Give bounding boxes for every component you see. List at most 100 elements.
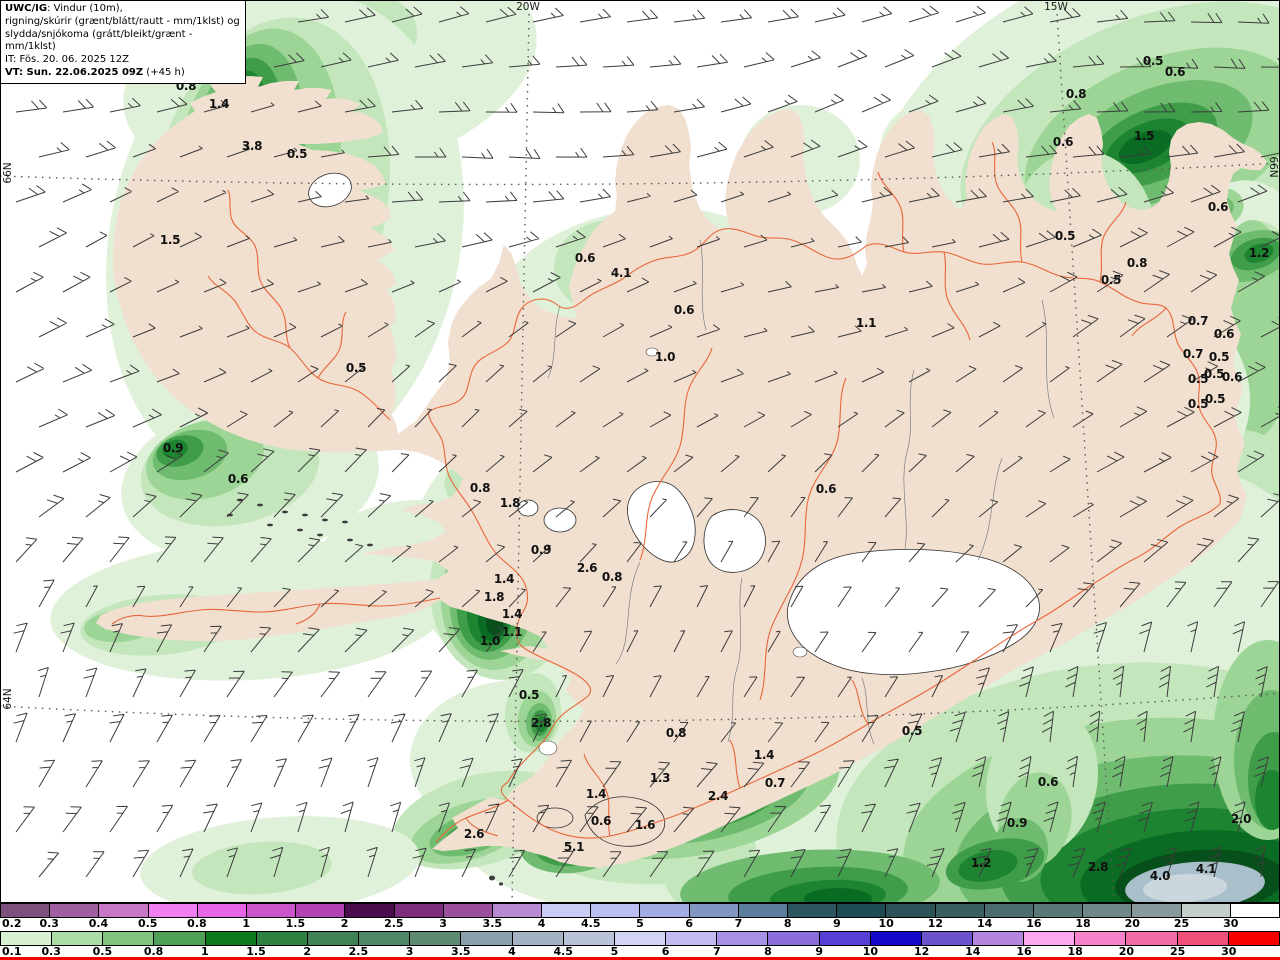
title-line-model: UWC/IG: Vindur (10m), <box>5 3 123 14</box>
legend-tick-label: 8 <box>764 945 772 958</box>
legend-tick-label: 0.3 <box>39 917 59 930</box>
legend-cell <box>492 904 543 917</box>
legend-tick-label: 10 <box>862 945 879 958</box>
legend-cell <box>1177 932 1229 945</box>
lakes <box>538 347 808 756</box>
legend-cell <box>972 932 1025 945</box>
legend-cell <box>819 932 871 945</box>
title-line-valid-time: VT: Sun. 22.06.2025 09Z (+45 h) <box>5 66 185 78</box>
glaciers <box>308 172 1040 847</box>
legend-tick-label: 1.5 <box>246 945 266 958</box>
legend-tick-label: 3 <box>405 945 414 958</box>
legend-tick-label: 5 <box>610 945 619 958</box>
legend-cell <box>870 932 922 945</box>
legend-cell <box>921 932 973 945</box>
legend-cell <box>788 904 838 917</box>
legend-cell <box>0 904 51 917</box>
legend-bar-sleet <box>0 903 1280 918</box>
legend-tick-label: 1 <box>200 945 209 958</box>
legend-cell <box>197 904 247 917</box>
legend-cell <box>563 932 615 945</box>
legend-tick-label: 0.5 <box>92 945 113 958</box>
legend-tick-label: 5 <box>636 917 644 930</box>
legend-cell <box>591 904 641 917</box>
legend-cell <box>154 932 206 945</box>
legend-cell <box>1024 932 1076 945</box>
legend-tick-label: 3.5 <box>482 917 503 930</box>
legend-tick-label: 12 <box>927 917 944 930</box>
iceland-wind-precip-map <box>0 0 1280 903</box>
legend-tick-label: 2.5 <box>384 917 404 930</box>
legend-tick-label: 20 <box>1118 945 1135 958</box>
legend-tick-label: 8 <box>783 917 792 930</box>
legend-cell <box>1132 904 1182 917</box>
legend-cell <box>345 904 395 917</box>
legend-tick-label: 6 <box>685 917 694 930</box>
legend-cell <box>1228 932 1280 945</box>
legend-tick-label: 4.5 <box>553 945 573 958</box>
title-line-init-time: IT: Fös. 20. 06. 2025 12Z <box>5 54 129 66</box>
legend-tick-label: 14 <box>965 945 981 958</box>
title-box: UWC/IG: Vindur (10m), rigning/skúrir (gr… <box>0 0 246 84</box>
legend-cell <box>1230 904 1280 917</box>
legend-cell <box>689 904 739 917</box>
roads <box>111 141 1221 843</box>
legend-cell <box>410 932 462 945</box>
legend-tick-label: 16 <box>1026 917 1042 930</box>
legend-tick-label: 2 <box>340 917 349 930</box>
legend-cell <box>935 904 985 917</box>
islands <box>227 498 503 886</box>
legend-cell <box>52 932 104 945</box>
legend-tick-label: 1.5 <box>285 917 306 930</box>
legend-tick-label: 30 <box>1221 945 1237 958</box>
title-line-sleet: slydda/snjókoma (grátt/bleikt/grænt - mm… <box>5 28 193 53</box>
legend-cell <box>886 904 936 917</box>
legend-tick-label: 12 <box>913 945 930 958</box>
legend-cell <box>205 932 257 945</box>
legend-cell <box>461 932 513 945</box>
legend-cell <box>148 904 198 917</box>
legend-tick-label: 0.4 <box>88 917 109 930</box>
legend-red-line <box>0 957 1280 960</box>
legend-labels-sleet: 0.2 0.3 0.4 0.5 0.8 1 1.5 2 2.5 3 3.5 4 4.5 5 6 7 8 9 10 12… <box>0 918 1280 931</box>
legend-cell <box>256 932 308 945</box>
legend-cell <box>296 904 346 917</box>
legend-cell <box>512 932 564 945</box>
legend-cell <box>443 904 493 917</box>
legend-tick-label: 25 <box>1173 917 1190 930</box>
legend-tick-label: 18 <box>1067 945 1083 958</box>
legend-tick-label: 9 <box>833 917 841 930</box>
legend-tick-label: 0.8 <box>143 945 164 958</box>
legend-tick-label: 3.5 <box>451 945 471 958</box>
wind-barb-glyphs <box>13 5 1280 878</box>
legend-cell <box>614 932 667 945</box>
legend-tick-label: 0.1 <box>2 945 22 958</box>
legend-tick-label: 0.2 <box>2 917 22 930</box>
legend-cell <box>99 904 149 917</box>
legend-tick-label: 7 <box>712 945 721 958</box>
legend-cell <box>1181 904 1231 917</box>
legend-cell <box>359 932 411 945</box>
legend-tick-label: 0.3 <box>41 945 61 958</box>
legend-tick-label: 2.5 <box>348 945 369 958</box>
legend-cell <box>307 932 360 945</box>
legend-cell <box>1083 904 1133 917</box>
legend-tick-label: 4 <box>537 917 546 930</box>
legend-tick-label: 14 <box>976 917 993 930</box>
legend-tick-label: 16 <box>1016 945 1032 958</box>
legend-cell <box>0 932 53 945</box>
legend-tick-label: 4.5 <box>581 917 601 930</box>
legend-cell <box>1075 932 1127 945</box>
legend-cell <box>103 932 155 945</box>
legend-bar-rain <box>0 931 1280 946</box>
legend-tick-label: 7 <box>734 917 743 930</box>
legend-cell <box>394 904 444 917</box>
legend-cell <box>768 932 820 945</box>
legend-cell <box>1033 904 1084 917</box>
legend-tick-label: 4 <box>508 945 516 958</box>
legend-tick-label: 0.5 <box>137 917 158 930</box>
rivers <box>547 239 1055 745</box>
legend-cell <box>666 932 718 945</box>
legend-tick-label: 20 <box>1124 917 1140 930</box>
legend-tick-label: 30 <box>1223 917 1239 930</box>
